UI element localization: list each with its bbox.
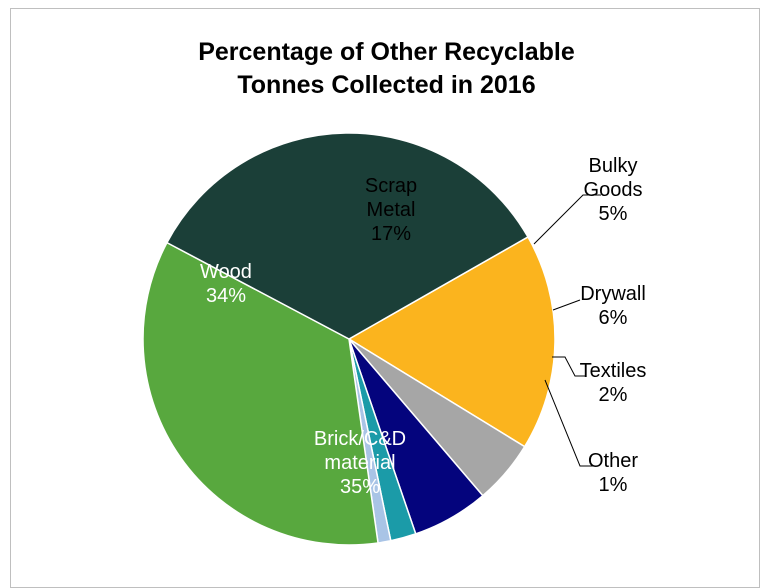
chart-title: Percentage of Other Recyclable Tonnes Co… — [0, 36, 773, 102]
data-label-line: 2% — [599, 384, 628, 406]
data-label-line: Goods — [584, 179, 643, 201]
data-label-line: 1% — [599, 474, 628, 496]
data-label-bulky-goods: Bulky Goods 5% — [584, 155, 643, 225]
data-label-line: Wood — [200, 261, 252, 283]
leader-line-other — [544, 379, 593, 467]
data-label-line: Brick/C&D — [314, 428, 406, 450]
data-label-drywall: Drywall 6% — [580, 283, 646, 329]
data-label-line: Other — [588, 450, 638, 472]
data-label-textiles: Textiles 2% — [580, 360, 647, 406]
data-label-line: Textiles — [580, 360, 647, 382]
data-label-line: material — [324, 452, 395, 474]
chart-title-line-1: Percentage of Other Recyclable — [198, 38, 575, 66]
pie-slice-scrap-metal — [347, 235, 556, 448]
leader-line-textiles — [552, 356, 585, 377]
data-label-line: Scrap — [365, 175, 417, 197]
data-label-wood: Wood 34% — [200, 261, 252, 307]
leader-line-bulky-goods — [533, 194, 601, 245]
data-label-brick-c-d-material: Brick/C&D material 35% — [314, 428, 406, 498]
pie-slice-brick-c-d-material — [142, 241, 379, 546]
data-label-other: Other 1% — [588, 450, 638, 496]
pie-slice-wood — [165, 132, 529, 340]
data-label-line: Drywall — [580, 283, 646, 305]
data-label-line: 35% — [340, 476, 380, 498]
pie-chart: Scrap Metal 17% Bulky Goods 5% Drywall 6% Textil… — [142, 132, 647, 546]
data-label-line: Metal — [367, 199, 416, 221]
data-label-line: 6% — [599, 307, 628, 329]
data-label-line: Bulky — [589, 155, 638, 177]
leader-line-drywall — [552, 299, 581, 311]
chart-title-line-2: Tonnes Collected in 2016 — [237, 71, 536, 99]
data-label-line: 34% — [206, 285, 246, 307]
data-label-line: 5% — [599, 203, 628, 225]
data-label-line: 17% — [371, 223, 411, 245]
data-label-scrap-metal: Scrap Metal 17% — [365, 175, 417, 245]
